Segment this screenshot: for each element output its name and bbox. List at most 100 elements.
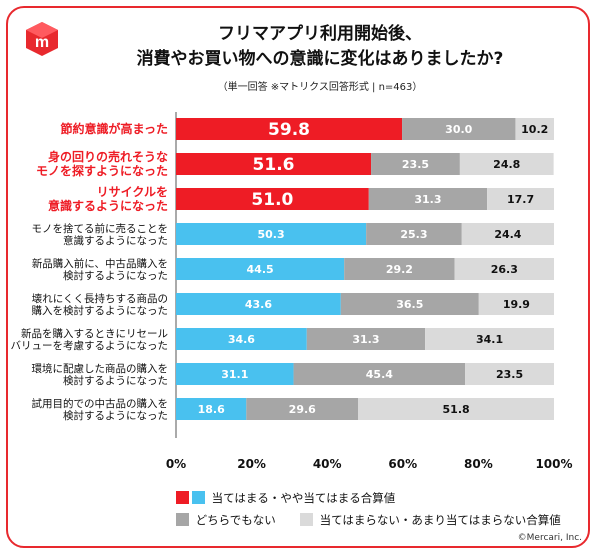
x-tick-label: 80% <box>464 457 493 471</box>
category-label-line: 検討するようになった <box>63 269 168 282</box>
data-label: 30.0 <box>445 123 472 136</box>
category-label-line: 検討するようになった <box>63 374 168 387</box>
data-label: 59.8 <box>268 120 310 140</box>
bar-segment-positive <box>176 188 369 210</box>
data-label: 26.3 <box>491 263 518 276</box>
bar-segment-positive <box>176 258 345 280</box>
data-label: 44.5 <box>247 263 274 276</box>
category-label-line: 壊れにくく長持ちする商品の <box>32 292 168 305</box>
data-label: 23.5 <box>496 368 523 381</box>
data-label: 43.6 <box>245 298 272 311</box>
data-label: 24.8 <box>493 158 520 171</box>
category-label: 環境に配慮した商品の購入を検討するようになった <box>32 362 169 387</box>
bar-segment-negative <box>461 223 554 245</box>
category-label-line: 意識するようになった <box>48 198 168 213</box>
bar-segment-negative <box>487 188 554 210</box>
svg-text:m: m <box>35 34 49 51</box>
data-label: 34.1 <box>476 333 503 346</box>
category-label-line: 試用目的での中古品の購入を <box>32 397 169 410</box>
data-label: 18.6 <box>198 403 225 416</box>
data-label: 17.7 <box>507 193 534 206</box>
category-label-line: バリューを考慮するようになった <box>11 339 169 352</box>
legend-swatch-positive <box>192 491 205 504</box>
mercari-logo-icon: m <box>26 22 58 56</box>
bar-segment-neutral <box>246 398 359 420</box>
category-label: 壊れにくく長持ちする商品の購入を検討するようになった <box>32 292 169 317</box>
data-label: 51.0 <box>251 190 293 210</box>
title-line-1: フリマアプリ利用開始後、 <box>218 24 422 44</box>
bar-segment-neutral <box>402 118 516 140</box>
x-tick-label: 60% <box>388 457 417 471</box>
category-label-line: 購入を検討するようになった <box>32 304 169 317</box>
data-label: 45.4 <box>366 368 393 381</box>
chart-title: フリマアプリ利用開始後、 消費やお買い物への意識に変化はありましたか? <box>60 22 580 72</box>
data-label: 51.8 <box>443 403 470 416</box>
data-label: 51.6 <box>253 155 295 175</box>
category-label-line: 節約意識が高まった <box>60 121 168 136</box>
data-label: 29.2 <box>386 263 413 276</box>
legend-item-negative: 当てはまらない・あまり当てはまらない合算値 <box>300 512 561 528</box>
category-label-line: 身の回りの売れそうな <box>48 149 168 164</box>
category-label-line: 意識するようになった <box>63 234 168 247</box>
bar-segment-positive <box>176 398 247 420</box>
legend-item-neutral: どちらでもない <box>176 512 276 528</box>
bar-segment-positive <box>176 223 367 245</box>
bar-segment-positive <box>176 118 403 140</box>
category-label-line: リサイクルを <box>97 185 168 199</box>
bar-segment-negative <box>515 118 554 140</box>
bar-segment-neutral <box>344 258 455 280</box>
x-tick-label: 20% <box>237 457 266 471</box>
category-label: 試用目的での中古品の購入を検討するようになった <box>32 397 169 422</box>
data-label: 29.6 <box>289 403 316 416</box>
bar-segment-negative <box>459 153 554 175</box>
data-label: 31.1 <box>221 368 248 381</box>
title-line-2: 消費やお買い物への意識に変化はありましたか? <box>136 49 504 69</box>
bar-segment-negative <box>358 398 554 420</box>
bar-segment-negative <box>465 363 554 385</box>
category-label-line: 環境に配慮した商品の購入を <box>32 362 169 375</box>
bar-segment-negative <box>478 293 554 315</box>
data-label: 50.3 <box>257 228 284 241</box>
category-label-line: モノを捨てる前に売ることを <box>32 222 169 235</box>
bar-segment-negative <box>425 328 554 350</box>
bar-segment-neutral <box>368 188 488 210</box>
data-label: 25.3 <box>400 228 427 241</box>
bar-segment-positive <box>176 293 341 315</box>
legend-swatch-highlight <box>176 491 189 504</box>
bar-segment-neutral <box>371 153 460 175</box>
category-label: 新品購入前に、中古品購入を検討するようになった <box>32 257 168 282</box>
category-label: モノを捨てる前に売ることを意識するようになった <box>32 222 169 247</box>
bar-segment-neutral <box>366 223 462 245</box>
x-tick-label: 100% <box>535 457 572 471</box>
bar-segment-positive <box>176 363 294 385</box>
data-label: 36.5 <box>396 298 423 311</box>
category-label: 節約意識が高まった <box>60 121 168 136</box>
legend-swatch-negative <box>300 513 313 526</box>
copyright-text: ©Mercari, Inc. <box>517 533 582 543</box>
data-label: 10.2 <box>521 123 548 136</box>
data-label: 31.3 <box>414 193 441 206</box>
x-tick-label: 0% <box>166 457 186 471</box>
bar-segment-negative <box>454 258 554 280</box>
data-label: 23.5 <box>402 158 429 171</box>
data-label: 34.6 <box>228 333 255 346</box>
legend-label-negative: 当てはまらない・あまり当てはまらない合算値 <box>319 513 561 527</box>
data-label: 19.9 <box>503 298 530 311</box>
bar-segment-positive <box>176 328 307 350</box>
chart-subtitle: （単一回答 ※マトリクス回答形式 | n=463） <box>217 82 423 93</box>
legend-label-neutral: どちらでもない <box>195 513 276 527</box>
bar-segment-neutral <box>293 363 466 385</box>
bar-segment-positive <box>176 153 372 175</box>
category-label: 新品を購入するときにリセールバリューを考慮するようになった <box>11 327 169 352</box>
category-label-line: 新品購入前に、中古品購入を <box>32 257 168 270</box>
legend-label-positive: 当てはまる・やや当てはまる合算値 <box>211 491 396 505</box>
category-label-line: 新品を購入するときにリセール <box>21 327 168 340</box>
legend-item-positive: 当てはまる・やや当てはまる合算値 <box>176 490 395 506</box>
category-label: リサイクルを意識するようになった <box>48 185 168 213</box>
bar-segment-neutral <box>306 328 426 350</box>
category-label: 身の回りの売れそうなモノを探すようになった <box>36 149 168 178</box>
bar-segment-neutral <box>340 293 479 315</box>
data-label: 31.3 <box>352 333 379 346</box>
x-tick-label: 40% <box>313 457 342 471</box>
